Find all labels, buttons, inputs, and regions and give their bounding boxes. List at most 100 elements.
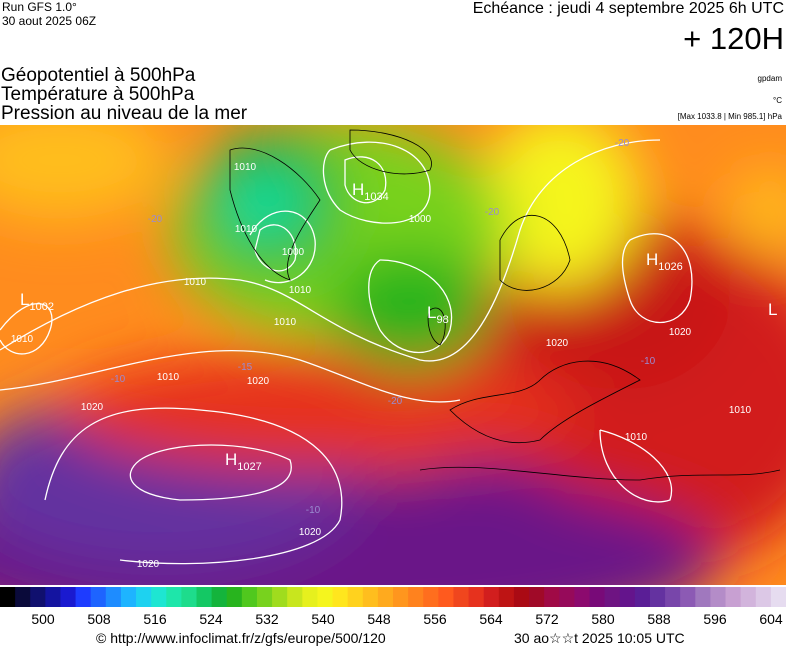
colorbar-swatch (377, 587, 394, 607)
footer-url: © http://www.infoclimat.fr/z/gfs/europe/… (96, 630, 386, 646)
isobar-label: 1000 (282, 247, 305, 258)
isobar-label: 1010 (729, 405, 752, 416)
run-date: 30 aout 2025 06Z (2, 14, 96, 28)
temperature-label: -20 (485, 207, 500, 218)
colorbar-swatch (529, 587, 545, 607)
colorbar-swatch (105, 587, 122, 607)
colorbar-tick-label: 548 (367, 611, 391, 627)
colorbar-swatch (559, 587, 575, 607)
center-value: 1002 (29, 301, 53, 313)
colorbar-swatch (468, 587, 485, 607)
colorbar-swatch (15, 587, 31, 607)
isobar-label: 1010 (289, 285, 312, 296)
colorbar-swatch (589, 587, 606, 607)
colorbar-swatch (332, 587, 349, 607)
isobar-label: 1020 (669, 327, 692, 338)
footer-timestamp: 30 ao☆☆t 2025 10:05 UTC (514, 630, 685, 646)
colorbar-swatch (665, 587, 681, 607)
isobar-label: 1020 (81, 402, 104, 413)
center-value: 98 (436, 314, 448, 326)
pressure-center: L1002 (20, 290, 54, 313)
lead-time: + 120H (683, 21, 784, 56)
center-letter: L (20, 290, 29, 309)
colorbar-tick-label: 572 (535, 611, 559, 627)
colorbar-swatch (166, 587, 182, 607)
center-letter: H (225, 450, 237, 469)
colorbar-swatch (226, 587, 243, 607)
colorbar-swatch (680, 587, 696, 607)
center-value: 1034 (364, 191, 388, 203)
colorbar-swatch (740, 587, 757, 607)
run-label: Run GFS 1.0° (2, 0, 77, 14)
colorbar-swatch (30, 587, 46, 607)
pressure-center: L (768, 300, 777, 319)
isobar-label: 1010 (157, 372, 180, 383)
colorbar-swatch (770, 587, 786, 607)
pressure-center: H1026 (646, 250, 683, 273)
isobar-label: 1010 (274, 317, 297, 328)
temperature-label: -20 (148, 214, 163, 225)
colorbar-swatch (498, 587, 515, 607)
colorbar-swatch (60, 587, 77, 607)
echeance: Echéance : jeudi 4 septembre 2025 6h UTC (473, 0, 784, 17)
isobar-label: 1020 (137, 559, 160, 570)
colorbar-swatch (317, 587, 334, 607)
center-value: 1026 (658, 261, 682, 273)
unit: °C (773, 96, 782, 105)
isobar-label: 1000 (409, 214, 432, 225)
temperature-label: -10 (641, 356, 656, 367)
center-letter: H (646, 250, 658, 269)
colorbar-swatch (710, 587, 727, 607)
colorbar-tick-label: 516 (143, 611, 167, 627)
colorbar: 500 508 516 524 532 540 548 556 564 572 580 588 596 6… (0, 587, 786, 627)
title: Température à 500hPa (1, 84, 195, 105)
unit: [Max 1033.8 | Min 985.1] hPa (678, 112, 783, 121)
colorbar-swatch (393, 587, 409, 607)
temperature-label: -20 (388, 396, 403, 407)
colorbar-swatch (438, 587, 454, 607)
temperature-label: -10 (111, 374, 126, 385)
colorbar-tick-label: 508 (87, 611, 111, 627)
center-letter: H (352, 180, 364, 199)
colorbar-tick-label: 540 (311, 611, 335, 627)
colorbar-swatch (196, 587, 213, 607)
colorbar-swatch (272, 587, 288, 607)
isobar-label: 1020 (247, 376, 270, 387)
temperature-label: -20 (615, 138, 630, 149)
colorbar-swatch (151, 587, 167, 607)
temperature-label: -15 (238, 362, 253, 373)
colorbar-swatch (120, 587, 137, 607)
colorbar-tick-label: 524 (199, 611, 223, 627)
colorbar-swatch (181, 587, 197, 607)
colorbar-swatch (241, 587, 258, 607)
colorbar-swatch (634, 587, 651, 607)
colorbar-swatch (483, 587, 500, 607)
isobar-label: 1020 (299, 527, 322, 538)
colorbar-swatch (574, 587, 590, 607)
colorbar-swatch (513, 587, 530, 607)
center-letter: L (427, 303, 436, 322)
isobar-label: 1010 (625, 432, 648, 443)
colorbar-swatch (695, 587, 711, 607)
colorbar-swatch (347, 587, 364, 607)
colorbar-tick-label: 500 (31, 611, 55, 627)
colorbar-swatch (408, 587, 424, 607)
colorbar-swatch (45, 587, 61, 607)
title: Géopotentiel à 500hPa (1, 65, 196, 86)
colorbar-swatch (755, 587, 772, 607)
colorbar-swatch (649, 587, 666, 607)
colorbar-tick-label: 580 (591, 611, 615, 627)
center-value: 1027 (237, 461, 261, 473)
colorbar-tick-label: 588 (647, 611, 671, 627)
colorbar-swatch (90, 587, 107, 607)
colorbar-swatch (544, 587, 560, 607)
isobar-label: 1010 (184, 277, 207, 288)
pressure-center: H1034 (352, 180, 389, 203)
colorbar-tick-label: 596 (703, 611, 727, 627)
colorbar-swatch (136, 587, 152, 607)
title: Pression au niveau de la mer (1, 103, 248, 124)
colorbar-swatch (453, 587, 470, 607)
pressure-center: H1027 (225, 450, 262, 473)
